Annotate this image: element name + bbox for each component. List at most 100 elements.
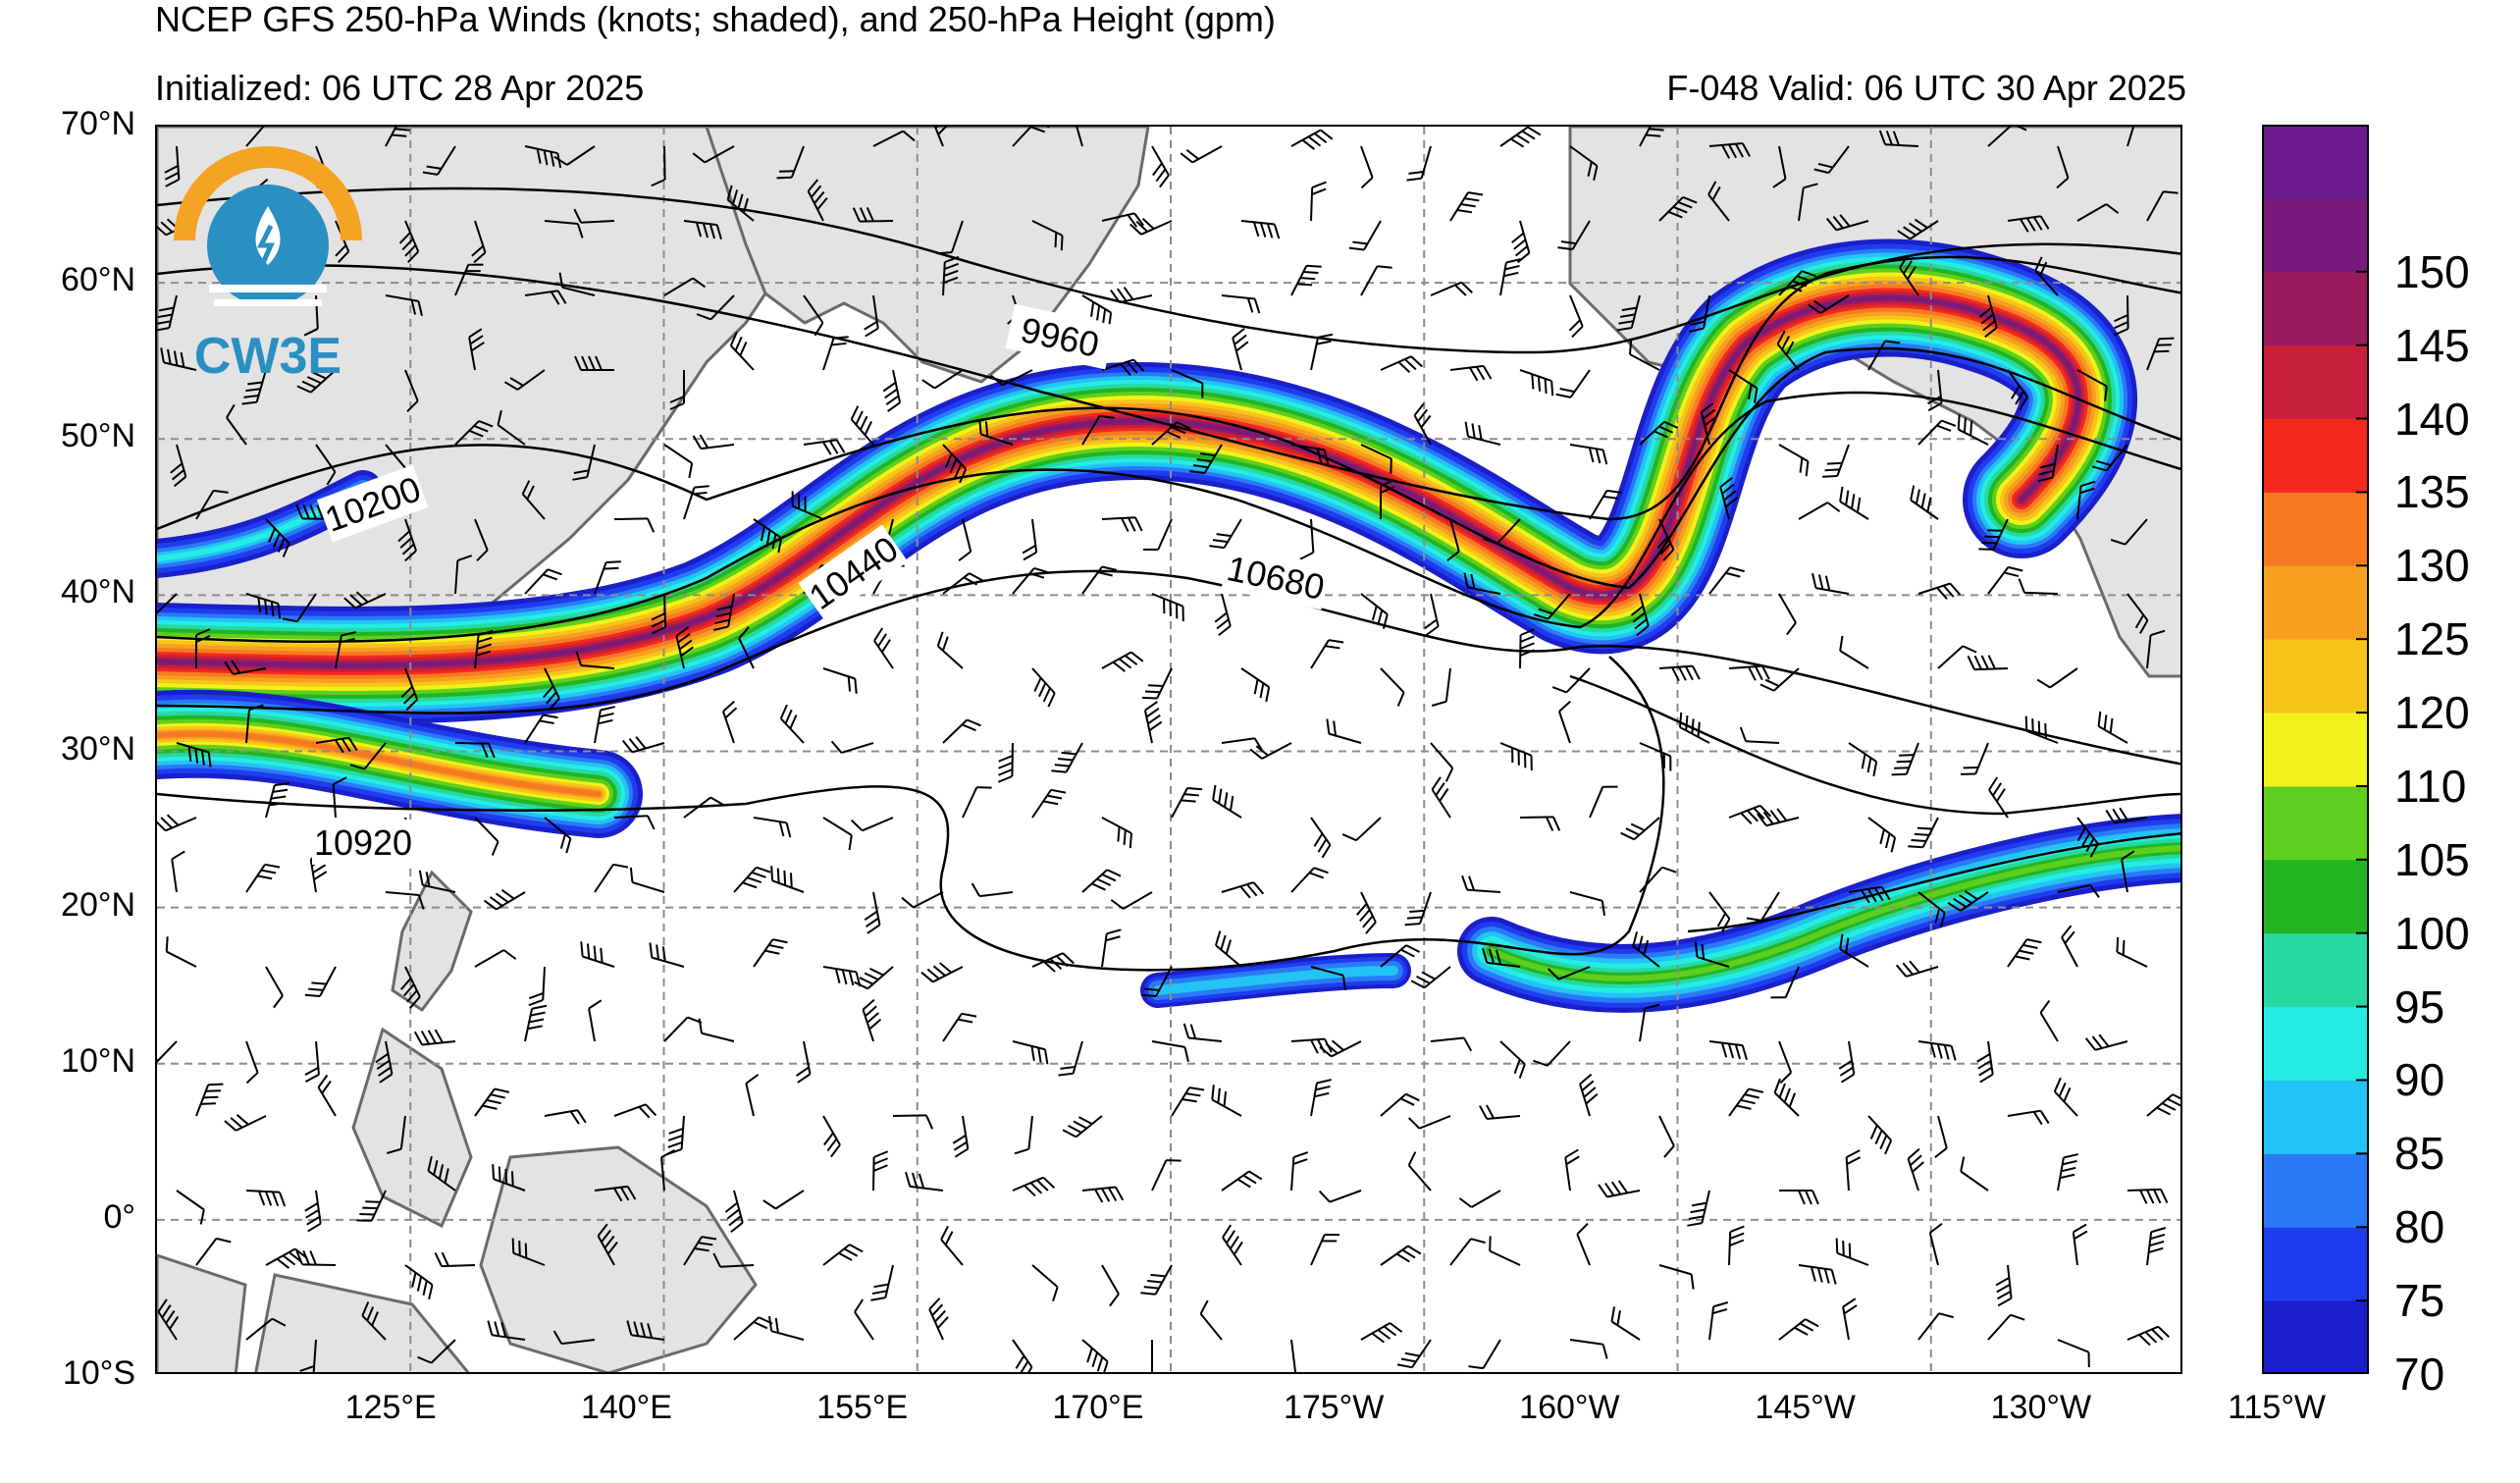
wind-barb: [776, 145, 805, 180]
wind-barb: [1290, 129, 1334, 150]
wind-barb: [942, 718, 981, 744]
wind-barb: [1151, 1159, 1181, 1192]
wind-barb: [1151, 593, 1184, 621]
wind-barb: [936, 631, 964, 669]
wind-barb: [245, 127, 270, 147]
wind-barb: [1628, 339, 1660, 371]
wind-barb: [1839, 635, 1869, 669]
wind-barb: [1895, 960, 1939, 978]
wind-barb: [524, 714, 558, 744]
wind-barb: [1430, 281, 1473, 296]
wind-barb: [434, 1251, 476, 1268]
init-time: Initialized: 06 UTC 28 Apr 2025: [155, 68, 645, 108]
wind-barb: [385, 127, 410, 147]
wind-barb: [952, 1115, 970, 1158]
wind-barb: [1822, 444, 1850, 478]
wind-barb: [1249, 742, 1292, 760]
wind-barb: [692, 145, 735, 164]
wind-barb: [1867, 1115, 1893, 1155]
wind-barb: [1519, 628, 1536, 669]
wind-barb: [1142, 518, 1173, 552]
wind-barb: [304, 1190, 322, 1233]
wind-barb: [698, 1018, 735, 1042]
wind-barb: [660, 1149, 675, 1192]
contour-label-text: 9960: [1018, 309, 1103, 365]
wind-barb: [940, 1225, 964, 1266]
height-contour: [157, 391, 2180, 643]
colorbar-tick-label: 135: [2394, 466, 2470, 518]
wind-barb: [1319, 1039, 1362, 1058]
height-contour: [1687, 832, 2180, 933]
wind-barb: [282, 593, 317, 623]
wind-barb: [1101, 1264, 1120, 1307]
wind-barb: [1012, 1040, 1049, 1065]
colorbar-segment: [2262, 785, 2369, 861]
wind-barb: [1907, 1147, 1924, 1192]
wind-barb: [241, 369, 267, 405]
wind-barb: [733, 866, 771, 893]
wind-barb: [1589, 489, 1622, 520]
wind-barb: [1798, 183, 1818, 222]
wind-barb: [1891, 742, 1919, 776]
wind-barb: [2036, 667, 2078, 689]
wind-barb: [1360, 444, 1392, 474]
wind-barb: [1081, 414, 1115, 446]
wind-barb: [2121, 850, 2135, 893]
wind-barb: [712, 1252, 755, 1268]
wind-barb: [851, 817, 894, 832]
wind-barb: [1533, 1040, 1571, 1067]
wind-barb: [872, 130, 916, 147]
wind-barb: [1978, 518, 2009, 551]
wind-barb: [1290, 1151, 1309, 1192]
latitude-label: 10°S: [62, 1354, 135, 1392]
wind-barb: [454, 742, 496, 759]
wind-barb: [692, 434, 735, 450]
wind-barb: [807, 179, 828, 222]
wind-barb: [666, 1115, 685, 1155]
wind-barb: [1845, 1149, 1862, 1192]
wind-barb: [2084, 1033, 2128, 1051]
wind-barb: [696, 294, 735, 321]
wind-barb: [573, 208, 615, 224]
wind-barb: [1770, 966, 1800, 999]
wind-barbs: [157, 127, 2180, 1372]
wind-barb: [1290, 264, 1322, 296]
wind-barb: [738, 626, 755, 669]
colorbar-tick-label: 100: [2394, 907, 2470, 959]
wind-barb: [1212, 784, 1242, 819]
longitude-label: 145°W: [1755, 1389, 1856, 1426]
wind-barb: [1835, 1238, 1869, 1266]
wind-barb: [872, 1150, 889, 1192]
wind-barb: [1937, 645, 1977, 669]
wind-barb: [404, 369, 419, 413]
wind-barb: [850, 405, 874, 446]
wind-barb: [1564, 1148, 1580, 1192]
wind-barb: [1341, 817, 1382, 842]
wind-barb: [1746, 891, 1780, 922]
height-contour: [157, 656, 1665, 972]
wind-barb: [2116, 936, 2148, 968]
wind-barb: [1689, 294, 1710, 333]
wind-barb: [1012, 566, 1049, 595]
longitude-label: 140°E: [580, 1389, 672, 1426]
wind-barb: [356, 1190, 387, 1222]
wind-barb: [1499, 742, 1533, 770]
wind-barb: [1708, 1040, 1748, 1061]
wind-barb: [745, 1074, 760, 1117]
longitude-label: 170°E: [1052, 1389, 1144, 1426]
wind-barb: [2053, 1077, 2078, 1117]
wind-barb: [2037, 444, 2059, 483]
wind-barb: [1022, 518, 1038, 561]
wind-barb: [942, 444, 968, 484]
wind-barb: [1598, 1180, 1641, 1198]
wind-barb: [572, 444, 596, 481]
wind-barb: [2018, 578, 2059, 595]
wind-barb: [361, 1301, 387, 1341]
wind-barb: [543, 667, 560, 711]
wind-barb: [1934, 1115, 1948, 1159]
map-panel[interactable]: 9960 10200 10440 10680 10920: [155, 125, 2182, 1374]
latitude-label: 30°N: [61, 729, 135, 768]
wind-barb: [1240, 220, 1281, 239]
longitude-label: 115°W: [2228, 1389, 2327, 1426]
jet-subtropical: [157, 730, 602, 797]
